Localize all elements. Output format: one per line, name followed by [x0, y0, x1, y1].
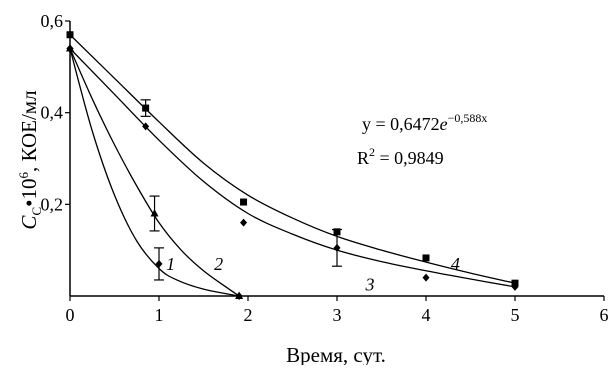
- series-4-point: [512, 280, 519, 287]
- y-tick-label: 0,4: [41, 103, 64, 123]
- x-tick-label: 2: [244, 305, 253, 325]
- y-title-c-sub: C: [29, 207, 44, 216]
- x-tick-label: 5: [511, 305, 520, 325]
- ticks-group: 0 1 2 3 4 5 60,20,40,6: [41, 11, 609, 325]
- r-squared-annotation: R2 = 0,9849: [357, 145, 444, 168]
- y-axis-title-group: CC•106, КОЕ/мл: [16, 90, 44, 229]
- x-tick-label: 4: [422, 305, 431, 325]
- equation-annotation: y = 0,6472e−0,588x: [362, 111, 487, 134]
- r2-value: = 0,9849: [375, 148, 444, 168]
- y-tick-label: 0,6: [41, 11, 64, 31]
- x-tick-label: 3: [333, 305, 342, 325]
- curve-label-1: 1: [166, 254, 175, 274]
- curve-label-3: 3: [364, 275, 374, 295]
- series-2-point: [151, 209, 159, 217]
- series-3-curve: [70, 49, 515, 287]
- y-title-c: C: [17, 215, 41, 230]
- series-3-point: [240, 219, 247, 227]
- equation-prefix: y = 0,6472: [362, 114, 440, 134]
- x-tick-label: 6: [600, 305, 609, 325]
- series-4-point: [240, 199, 247, 206]
- series-4-point: [423, 254, 430, 261]
- series-4-curve: [70, 35, 515, 283]
- series-3-point: [423, 274, 430, 282]
- series-4-point: [142, 105, 149, 112]
- curve-label-4: 4: [451, 254, 460, 274]
- x-tick-label: 1: [155, 305, 164, 325]
- curves-group: [70, 35, 515, 296]
- y-axis-title: CC•106, КОЕ/мл: [16, 90, 44, 229]
- equation-exponent: −0,588x: [448, 111, 488, 125]
- curve-label-2: 2: [214, 254, 223, 274]
- x-tick-label: 0: [66, 305, 75, 325]
- series-4-point: [334, 228, 341, 235]
- equation-e: e: [440, 114, 448, 134]
- y-title-unit: , КОЕ/мл: [17, 90, 41, 172]
- x-axis-title: Время, сут.: [286, 343, 386, 365]
- r2-prefix: R: [357, 148, 369, 168]
- y-title-mult: •10: [17, 179, 41, 207]
